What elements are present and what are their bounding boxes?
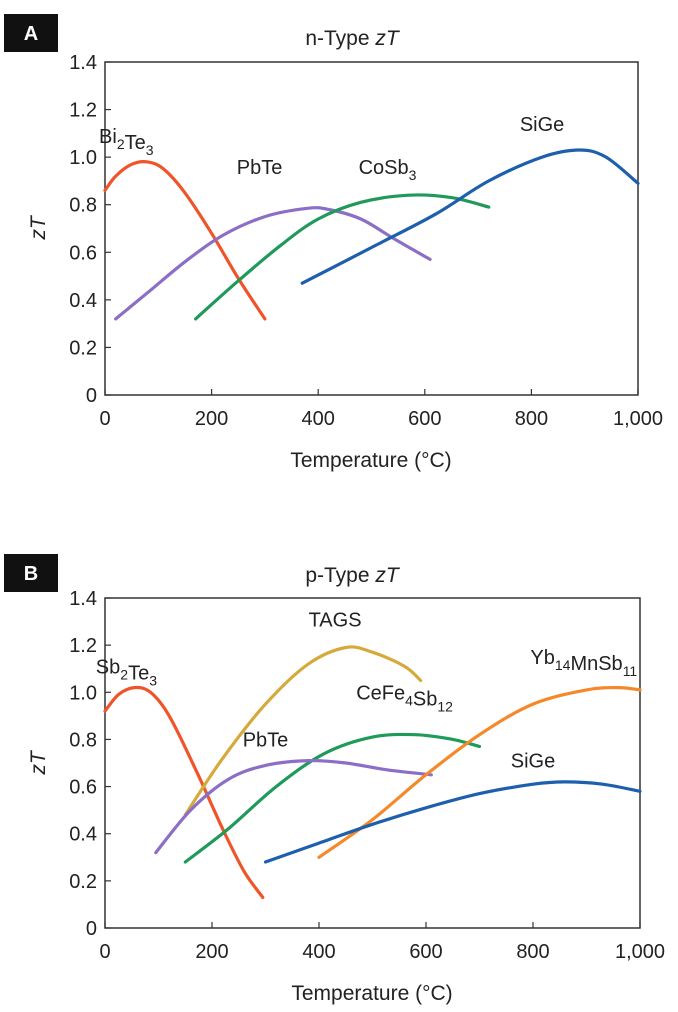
panel-b-y-tick-label: 1.2: [69, 635, 97, 657]
panel-b: B p-Type zT 0 200 400 600 800 1,000 0 0.2 0.4 0.6…: [4, 554, 665, 1005]
panel-a-x-tick-label: 200: [195, 408, 228, 430]
panel-a-series-label-sige: SiGe: [520, 114, 564, 136]
panel-a-plot-frame: [104, 61, 639, 396]
panel-a-y-tick-label: 1.0: [69, 147, 97, 169]
panel-b-series-line-pbte: [154, 758, 433, 855]
panel-b-y-tick-label: 1.4: [69, 588, 97, 610]
panel-a-x-axis-label: Temperature (°C): [290, 449, 451, 472]
panel-b-x-tick-label: 800: [516, 941, 549, 963]
panel-b-series-line-cefe4sb12: [183, 732, 482, 864]
panel-a-y-tick-label: 1.4: [69, 52, 97, 74]
panel-a-x-tick-label: 600: [408, 408, 441, 430]
panel-b-y-tick-label: 0.4: [69, 824, 97, 846]
panel-a-y-axis-label: zT: [27, 214, 50, 241]
panel-a-y-tick-label: 0.4: [69, 290, 97, 312]
panel-a-series-line-cosb3: [194, 193, 491, 321]
panel-b-x-axis-label: Temperature (°C): [291, 982, 452, 1005]
panel-a-tag: A: [24, 23, 38, 45]
panel-b-series-label-pbte: PbTe: [243, 730, 289, 752]
panel-a-y-tick-label: 1.2: [69, 100, 97, 122]
panel-b-series-labels: Sb2Te3 TAGS CeFe4Sb12 PbTe Yb14MnSb11 SiGe: [96, 609, 638, 772]
panel-b-series: [103, 645, 642, 899]
panel-a-tag-bg: [4, 14, 58, 52]
panel-a-x-tick-label: 400: [302, 408, 335, 430]
panel-b-series-label-sige: SiGe: [511, 751, 555, 773]
panel-b-y-tick-label: 0: [86, 918, 97, 940]
panel-a-y-tick-label: 0: [86, 385, 97, 407]
panel-b-x-tick-label: 1,000: [615, 941, 665, 963]
panel-a-y-tick-label: 0.8: [69, 195, 97, 217]
panel-a: A n-Type zT 0 200 400 600 800 1,000 0 0.2 0.4 0.6…: [4, 14, 663, 472]
panel-a-title: n-Type zT: [305, 27, 401, 50]
panel-a-series-labels: Bi2Te3 PbTe CoSb3 SiGe: [99, 114, 564, 183]
panel-a-x-tick-label: 1,000: [613, 408, 663, 430]
panel-a-x-tick-label: 800: [515, 408, 548, 430]
panel-b-y-tick-label: 0.6: [69, 777, 97, 799]
panel-b-series-line-yb14mnsb11: [317, 685, 642, 859]
panel-b-x-tick-label: 400: [302, 941, 335, 963]
panel-b-tag: B: [24, 563, 38, 585]
panel-a-series-line-sige: [300, 148, 640, 285]
panel-b-ticks: 0 200 400 600 800 1,000 0 0.2 0.4 0.6 0.8 1.0 1.2 1.4: [69, 588, 665, 963]
panel-b-x-tick-label: 600: [409, 941, 442, 963]
panel-b-y-tick-label: 1.0: [69, 682, 97, 704]
panel-a-series-line-bi2te3: [103, 160, 267, 321]
panel-b-series-line-sb2te3: [103, 685, 265, 899]
panel-b-y-tick-label: 0.8: [69, 729, 97, 751]
panel-a-series: [103, 148, 640, 321]
panel-b-series-label-cefe4sb12: CeFe4Sb12: [356, 682, 453, 714]
panel-b-series-line-sige: [263, 780, 642, 864]
panel-b-series-line-tags: [183, 645, 423, 817]
panel-b-x-tick-label: 200: [195, 941, 228, 963]
panel-a-series-label-pbte: PbTe: [237, 157, 283, 179]
panel-b-x-tick-label: 0: [99, 941, 110, 963]
panel-a-series-label-cosb3: CoSb3: [359, 157, 417, 183]
panel-b-plot-frame: [104, 597, 641, 929]
panel-a-y-tick-label: 0.2: [69, 337, 97, 359]
panel-b-series-label-tags: TAGS: [309, 609, 362, 631]
panel-a-y-tick-label: 0.6: [69, 242, 97, 264]
panel-a-x-tick-label: 0: [99, 408, 110, 430]
panel-a-series-line-pbte: [114, 206, 432, 321]
panel-b-series-label-sb2te3: Sb2Te3: [96, 656, 157, 688]
panel-b-y-axis-label: zT: [27, 749, 50, 776]
panel-a-ticks: 0 200 400 600 800 1,000 0 0.2 0.4 0.6 0.8 1.0 1.2 1.4: [69, 52, 663, 430]
panel-b-series-label-yb14mnsb11: Yb14MnSb11: [530, 647, 637, 679]
panel-b-y-tick-label: 0.2: [69, 871, 97, 893]
panel-b-title: p-Type zT: [305, 564, 401, 587]
panel-a-series-label-bi2te3: Bi2Te3: [99, 126, 154, 158]
panel-b-tag-bg: [4, 554, 58, 592]
